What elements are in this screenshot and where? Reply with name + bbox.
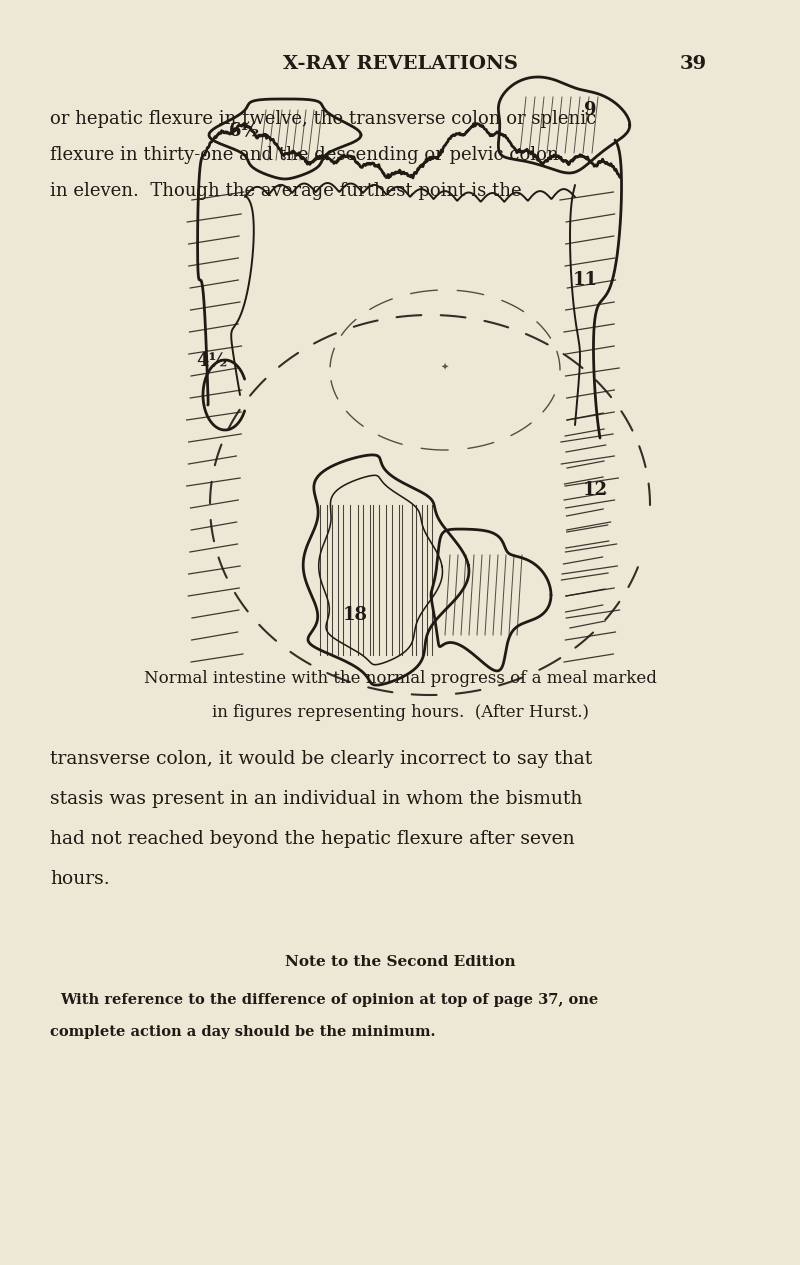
- Text: 4½: 4½: [196, 350, 228, 369]
- Text: ✦: ✦: [441, 363, 449, 373]
- Text: 9: 9: [584, 101, 596, 119]
- Text: transverse colon, it would be clearly incorrect to say that: transverse colon, it would be clearly in…: [50, 750, 592, 768]
- Text: 11: 11: [573, 271, 598, 288]
- Text: or hepatic flexure in twelve, the transverse colon or splenic: or hepatic flexure in twelve, the transv…: [50, 110, 596, 128]
- Text: flexure in thirty-one and the descending or pelvic colon: flexure in thirty-one and the descending…: [50, 145, 558, 164]
- Text: in figures representing hours.  (After Hurst.): in figures representing hours. (After Hu…: [211, 705, 589, 721]
- Text: 39: 39: [680, 54, 707, 73]
- Text: in eleven.  Though the average furthest point is the: in eleven. Though the average furthest p…: [50, 182, 522, 200]
- Text: 12: 12: [582, 481, 607, 498]
- Text: X-RAY REVELATIONS: X-RAY REVELATIONS: [282, 54, 518, 73]
- Text: Normal intestine with the normal progress of a meal marked: Normal intestine with the normal progres…: [143, 670, 657, 687]
- Text: 6½: 6½: [230, 121, 261, 139]
- Text: hours.: hours.: [50, 870, 110, 888]
- Text: stasis was present in an individual in whom the bismuth: stasis was present in an individual in w…: [50, 791, 582, 808]
- Text: complete action a day should be the minimum.: complete action a day should be the mini…: [50, 1025, 435, 1039]
- Text: With reference to the difference of opinion at top of page 37, one: With reference to the difference of opin…: [60, 993, 598, 1007]
- Text: had not reached beyond the hepatic flexure after seven: had not reached beyond the hepatic flexu…: [50, 830, 574, 848]
- Text: 18: 18: [342, 606, 367, 624]
- Text: Note to the Second Edition: Note to the Second Edition: [285, 955, 515, 969]
